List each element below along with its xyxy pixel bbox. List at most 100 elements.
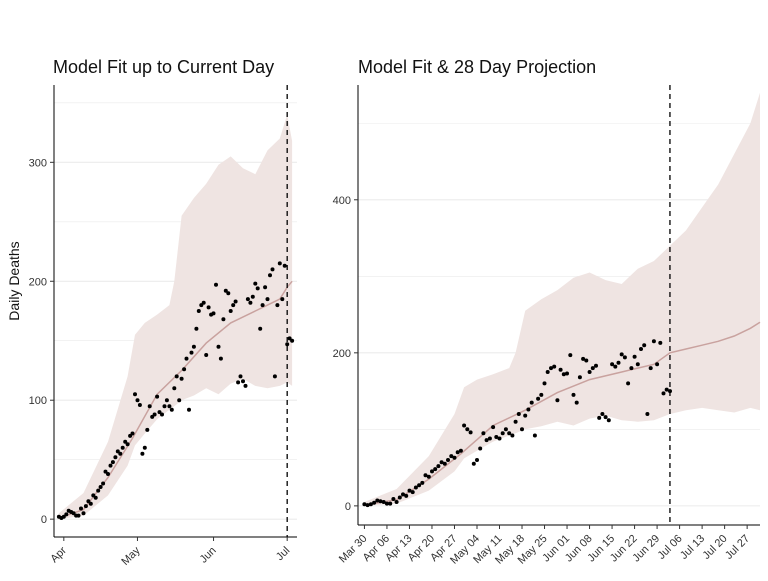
- y-tick-label: 0: [345, 501, 351, 513]
- x-tick-label: May: [119, 544, 143, 568]
- observed-point: [404, 493, 409, 498]
- observed-point: [468, 430, 473, 435]
- observed-point: [536, 396, 541, 401]
- observed-point: [622, 355, 627, 360]
- x-tick-label: Jul 20: [700, 533, 729, 562]
- observed-point: [182, 367, 187, 372]
- observed-point: [238, 374, 243, 379]
- observed-point: [250, 294, 255, 299]
- observed-point: [169, 407, 174, 412]
- uncertainty-band: [58, 114, 293, 520]
- observed-point: [529, 400, 534, 405]
- observed-point: [258, 326, 263, 331]
- observed-point: [110, 460, 115, 465]
- y-axis-label: Daily Deaths: [6, 241, 22, 320]
- observed-point: [590, 366, 595, 371]
- observed-point: [268, 273, 272, 278]
- observed-point: [545, 370, 550, 374]
- observed-point: [101, 481, 106, 486]
- observed-point: [223, 288, 228, 293]
- observed-point: [417, 483, 422, 488]
- median-fit-line: [58, 280, 293, 519]
- observed-point: [113, 455, 118, 460]
- observed-point: [191, 344, 196, 349]
- observed-point: [120, 445, 125, 450]
- observed-point: [658, 340, 663, 345]
- observed-point: [108, 463, 113, 468]
- observed-point: [378, 499, 383, 504]
- observed-point: [549, 366, 553, 371]
- observed-point: [513, 419, 518, 424]
- observed-point: [542, 381, 547, 386]
- observed-point: [184, 356, 189, 361]
- observed-point: [651, 339, 656, 344]
- observed-point: [574, 400, 579, 405]
- observed-point: [645, 412, 650, 416]
- observed-point: [629, 366, 634, 371]
- observed-point: [157, 410, 162, 415]
- observed-point: [93, 495, 98, 500]
- observed-point: [539, 392, 544, 397]
- observed-point: [228, 309, 233, 313]
- observed-point: [253, 281, 258, 286]
- observed-point: [523, 413, 528, 418]
- observed-point: [555, 398, 560, 403]
- observed-point: [452, 455, 457, 460]
- observed-point: [436, 464, 441, 469]
- observed-point: [475, 458, 479, 462]
- observed-point: [565, 371, 569, 376]
- observed-point: [76, 513, 81, 518]
- observed-point: [413, 485, 418, 490]
- observed-point: [426, 474, 431, 479]
- observed-point: [61, 514, 66, 519]
- observed-point: [206, 305, 211, 310]
- observed-point: [270, 267, 275, 272]
- observed-point: [516, 412, 521, 416]
- observed-point: [420, 480, 425, 485]
- observed-point: [368, 502, 373, 507]
- observed-point: [118, 451, 123, 456]
- observed-point: [558, 367, 563, 372]
- observed-point: [577, 375, 582, 380]
- observed-point: [594, 363, 598, 368]
- observed-point: [172, 386, 177, 391]
- observed-point: [263, 285, 268, 290]
- observed-point: [106, 472, 110, 476]
- observed-point: [275, 303, 280, 308]
- observed-point: [597, 415, 602, 420]
- x-tick-label: Jul 27: [723, 533, 752, 562]
- observed-point: [661, 391, 666, 396]
- observed-point: [532, 433, 537, 438]
- y-tick-label: 200: [333, 348, 351, 360]
- observed-point: [137, 403, 142, 407]
- panel-title: Model Fit & 28 Day Projection: [358, 57, 596, 77]
- observed-point: [600, 412, 605, 416]
- observed-point: [142, 445, 147, 450]
- observed-point: [384, 501, 389, 506]
- observed-point: [639, 347, 643, 351]
- observed-point: [503, 427, 508, 432]
- observed-point: [233, 299, 238, 304]
- observed-point: [362, 502, 367, 507]
- observed-point: [375, 498, 380, 503]
- observed-point: [88, 501, 93, 506]
- observed-point: [423, 473, 428, 478]
- observed-point: [507, 431, 512, 436]
- observed-point: [581, 356, 586, 361]
- observed-point: [632, 354, 637, 359]
- observed-point: [526, 407, 531, 412]
- observed-point: [571, 392, 576, 397]
- observed-point: [442, 461, 447, 466]
- observed-point: [218, 356, 223, 361]
- observed-point: [226, 291, 231, 296]
- observed-point: [179, 376, 184, 381]
- observed-point: [433, 467, 438, 472]
- observed-point: [664, 387, 669, 392]
- observed-point: [481, 431, 486, 436]
- observed-point: [290, 338, 295, 343]
- x-tick-label: Apr: [48, 544, 69, 565]
- observed-point: [164, 398, 169, 403]
- observed-point: [430, 469, 434, 474]
- observed-point: [243, 383, 248, 388]
